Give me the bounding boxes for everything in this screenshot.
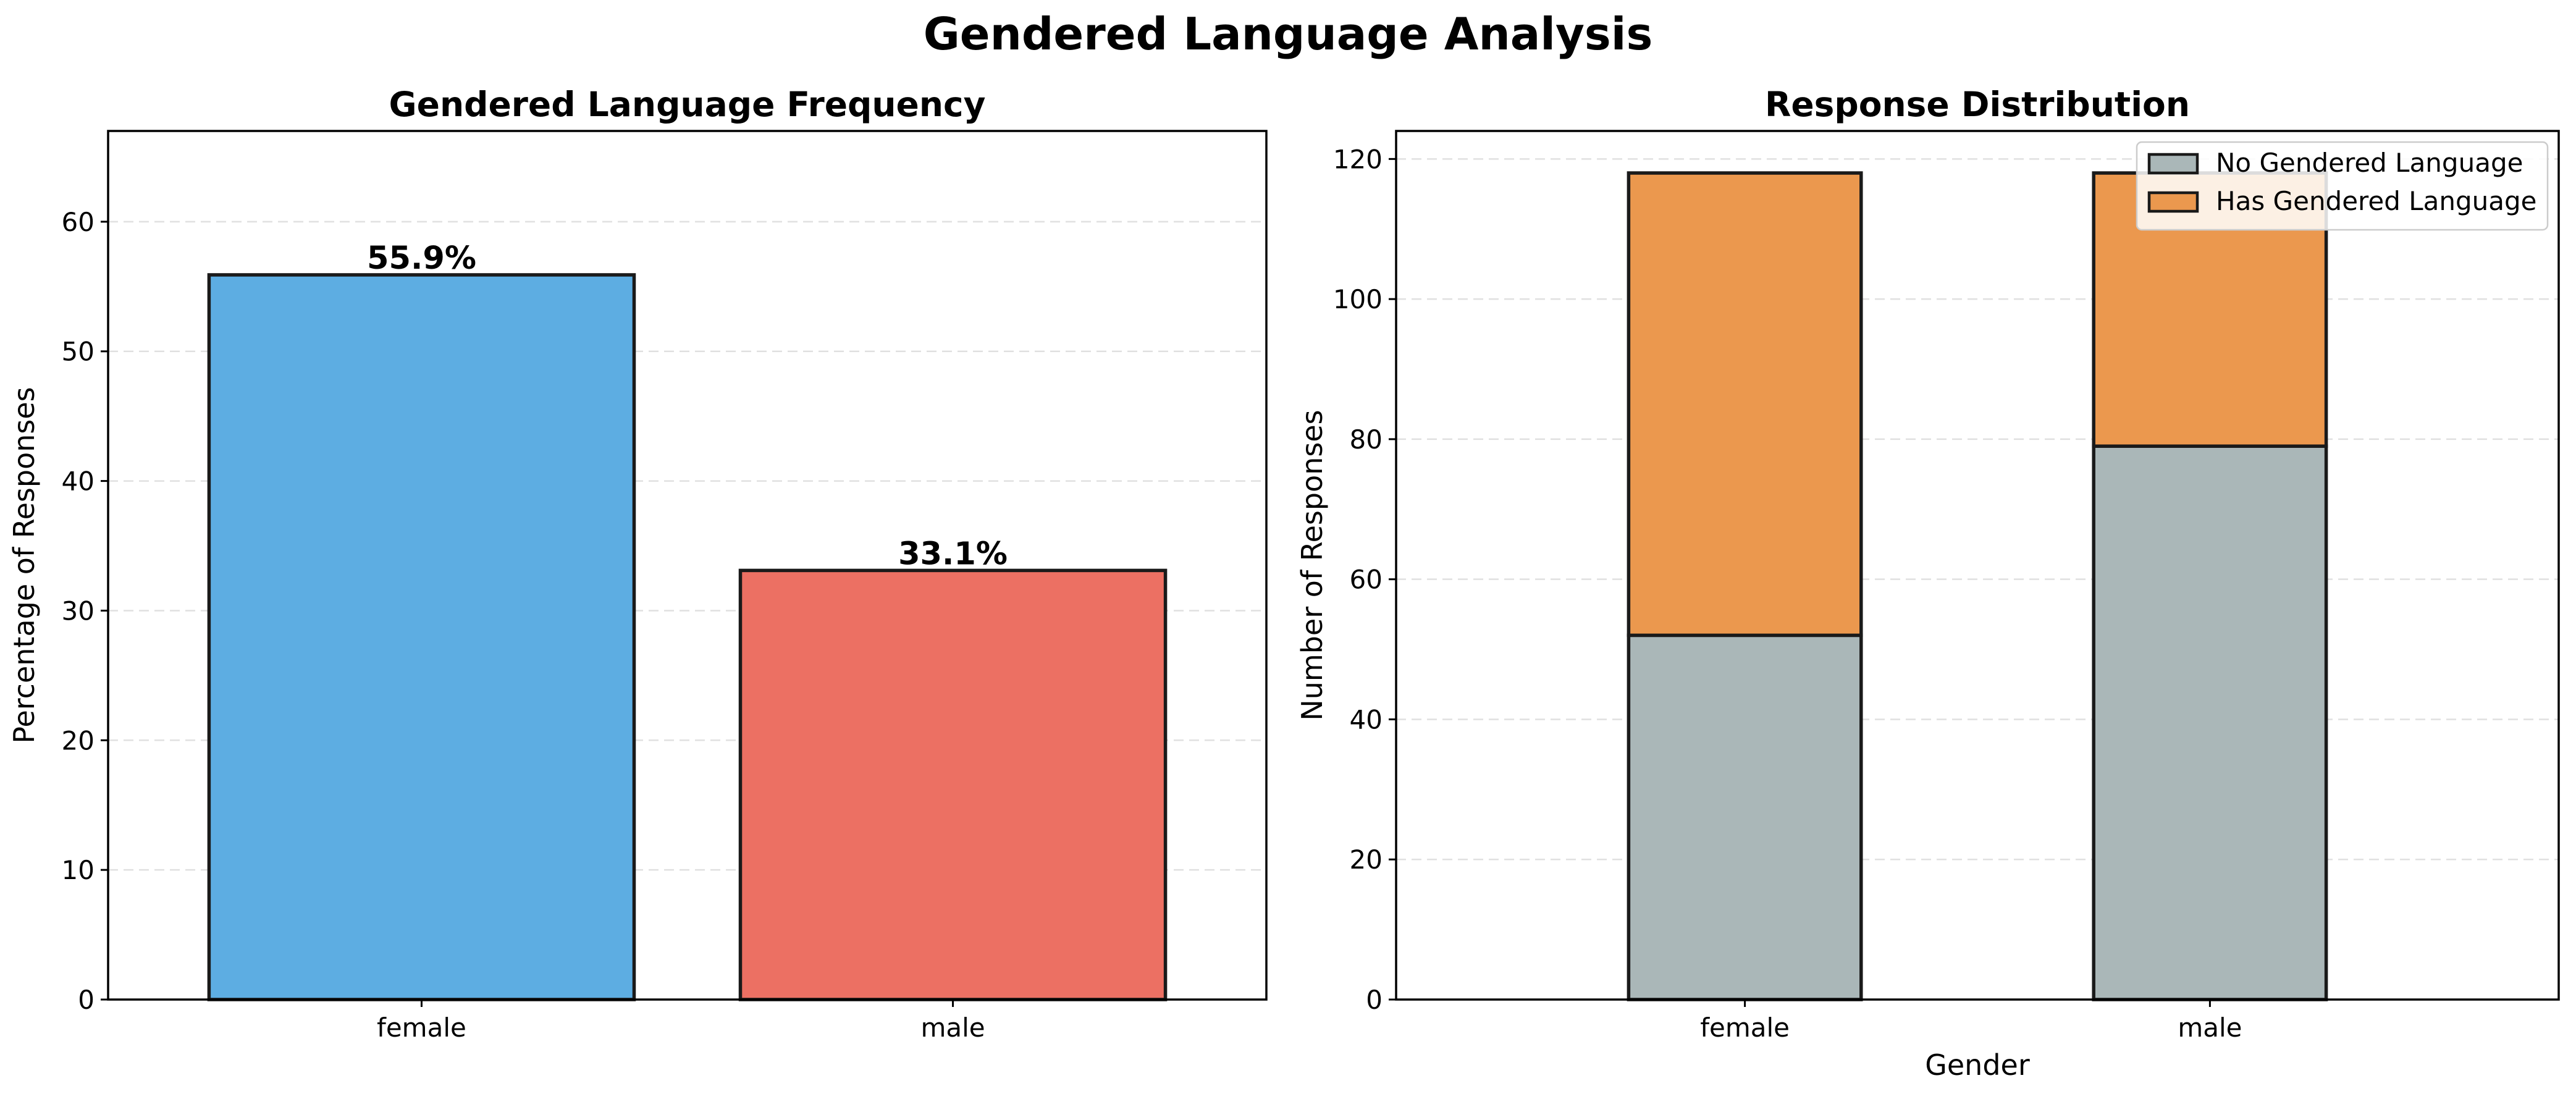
y-tick-label: 0 <box>78 985 95 1015</box>
y-tick-label: 40 <box>1350 704 1383 735</box>
legend-swatch <box>2147 191 2199 213</box>
chart-response-distribution: 0 20 40 60 80 100 120 female male Response Distri… <box>1295 85 2560 1082</box>
chart-title: Gendered Language Frequency <box>389 85 986 124</box>
legend-label: No Gendered Language <box>2216 148 2523 178</box>
y-tick-label: 60 <box>1350 565 1383 595</box>
y-tick-label: 10 <box>62 855 95 885</box>
y-tick-label: 100 <box>1333 284 1383 314</box>
y-tick-label: 20 <box>1350 844 1383 875</box>
y-axis-label: Percentage of Responses <box>7 387 41 743</box>
y-tick-label: 30 <box>62 596 95 626</box>
y-tick-label: 40 <box>62 466 95 497</box>
bar-male-no-gendered-language <box>2092 444 2328 1001</box>
y-tick-label: 50 <box>62 337 95 367</box>
bar-female <box>207 273 636 1001</box>
figure-title: Gendered Language Analysis <box>924 8 1653 60</box>
data-label-female: 55.9% <box>367 240 476 277</box>
plot-frame <box>107 130 1268 1001</box>
legend: No Gendered Language Has Gendered Languag… <box>2136 141 2549 231</box>
x-tick-label-female: female <box>1700 1013 1790 1043</box>
legend-label: Has Gendered Language <box>2216 186 2537 216</box>
legend-box <box>2136 141 2549 231</box>
legend-swatch <box>2147 153 2199 175</box>
x-tick-label-male: male <box>920 1013 985 1043</box>
chart-title: Response Distribution <box>1765 85 2190 124</box>
y-axis-label: Number of Responses <box>1295 410 1329 720</box>
y-tick-label: 20 <box>62 725 95 756</box>
y-tick-label: 80 <box>1350 424 1383 455</box>
x-tick-label-male: male <box>2178 1013 2242 1043</box>
y-tick-label: 120 <box>1333 144 1383 174</box>
data-label-male: 33.1% <box>898 536 1008 572</box>
y-tick-label: 0 <box>1366 985 1383 1015</box>
chart-gendered-language-frequency: 0 10 20 30 40 50 60 55.9% female 33.1% male Gendere… <box>7 85 1268 1043</box>
x-axis-label: Gender <box>1925 1048 2030 1082</box>
bar-female-no-gendered-language <box>1627 633 1863 1001</box>
x-tick-label-female: female <box>377 1013 466 1043</box>
y-tick-label: 60 <box>62 207 95 237</box>
bar-female-has-gendered-language <box>1627 171 1863 638</box>
bar-male <box>738 568 1168 1001</box>
plot-frame <box>1395 130 2560 1001</box>
